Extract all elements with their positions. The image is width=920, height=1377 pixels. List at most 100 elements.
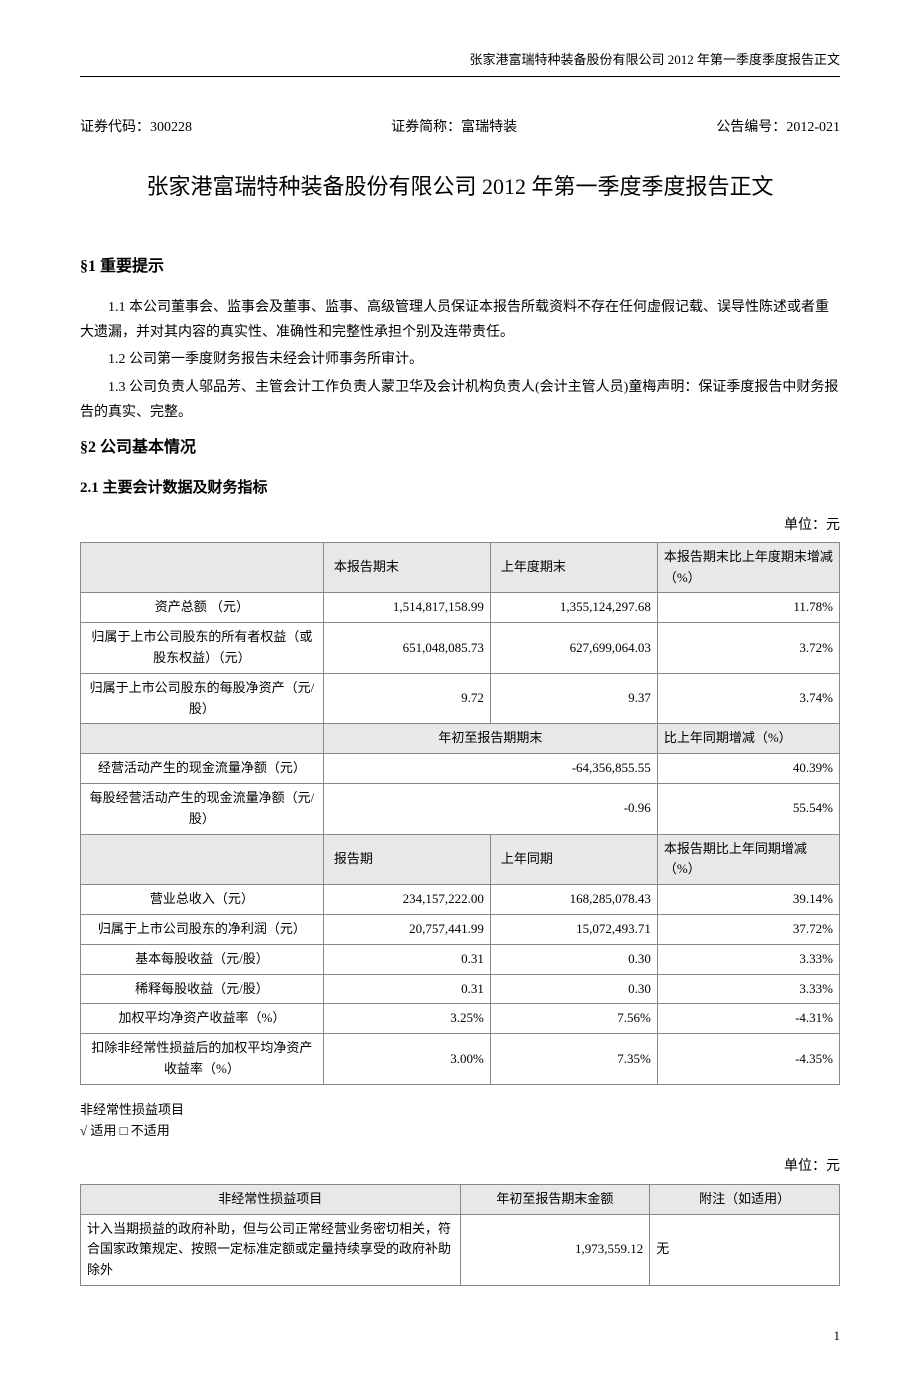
row-label: 每股经营活动产生的现金流量净额（元/股） <box>81 784 324 835</box>
cell-value: 234,157,222.00 <box>323 885 490 915</box>
table-header-row: 本报告期末 上年度期末 本报告期末比上年度期末增减（%） <box>81 542 840 593</box>
cell-value: 7.56% <box>490 1004 657 1034</box>
cell-value: 9.72 <box>323 673 490 724</box>
row-label: 稀释每股收益（元/股） <box>81 974 324 1004</box>
cell-value: 37.72% <box>657 915 839 945</box>
section-2-1-heading: 2.1 主要会计数据及财务指标 <box>80 476 840 500</box>
cell-value: 1,973,559.12 <box>460 1214 650 1285</box>
cell-value: 20,757,441.99 <box>323 915 490 945</box>
table-subheader-row: 年初至报告期期末 比上年同期增减（%） <box>81 724 840 754</box>
short-value: 富瑞特装 <box>461 120 517 135</box>
cell-value: 11.78% <box>657 593 839 623</box>
document-title: 张家港富瑞特种装备股份有限公司 2012 年第一季度季度报告正文 <box>80 169 840 204</box>
row-label: 归属于上市公司股东的每股净资产（元/股） <box>81 673 324 724</box>
table-row: 计入当期损益的政府补助，但与公司正常经营业务密切相关，符合国家政策规定、按照一定… <box>81 1214 840 1285</box>
row-label: 加权平均净资产收益率（%） <box>81 1004 324 1034</box>
cell-value: 7.35% <box>490 1034 657 1085</box>
table-row: 归属于上市公司股东的净利润（元） 20,757,441.99 15,072,49… <box>81 915 840 945</box>
cell-value: 0.31 <box>323 944 490 974</box>
row-label: 经营活动产生的现金流量净额（元） <box>81 754 324 784</box>
cell-value: 3.33% <box>657 974 839 1004</box>
th-period: 报告期 <box>323 834 490 885</box>
paragraph-1-1: 1.1 本公司董事会、监事会及董事、监事、高级管理人员保证本报告所载资料不存在任… <box>80 295 840 345</box>
cell-value: 3.00% <box>323 1034 490 1085</box>
table-row: 营业总收入（元） 234,157,222.00 168,285,078.43 3… <box>81 885 840 915</box>
cell-value: 1,514,817,158.99 <box>323 593 490 623</box>
th-prev: 上年度期末 <box>490 542 657 593</box>
row-label: 基本每股收益（元/股） <box>81 944 324 974</box>
table-subheader-row: 报告期 上年同期 本报告期比上年同期增减（%） <box>81 834 840 885</box>
cell-value: 3.33% <box>657 944 839 974</box>
table-row: 加权平均净资产收益率（%） 3.25% 7.56% -4.31% <box>81 1004 840 1034</box>
cell-value: 168,285,078.43 <box>490 885 657 915</box>
cell-value: 15,072,493.71 <box>490 915 657 945</box>
non-recurring-table: 非经常性损益项目 年初至报告期末金额 附注（如适用） 计入当期损益的政府补助，但… <box>80 1184 840 1286</box>
paragraph-1-2: 1.2 公司第一季度财务报告未经会计师事务所审计。 <box>80 347 840 372</box>
announcement-number: 公告编号：2012-021 <box>716 117 840 139</box>
table-row: 每股经营活动产生的现金流量净额（元/股） -0.96 55.54% <box>81 784 840 835</box>
row-label: 计入当期损益的政府补助，但与公司正常经营业务密切相关，符合国家政策规定、按照一定… <box>81 1214 461 1285</box>
short-label: 证券简称： <box>391 120 461 135</box>
cell-value: 9.37 <box>490 673 657 724</box>
table-row: 归属于上市公司股东的所有者权益（或股东权益）（元） 651,048,085.73… <box>81 623 840 674</box>
cell-value: 1,355,124,297.68 <box>490 593 657 623</box>
th-change: 本报告期末比上年度期末增减（%） <box>657 542 839 593</box>
cell-note: 无 <box>650 1214 840 1285</box>
cell-value: -4.31% <box>657 1004 839 1034</box>
paragraph-1-3: 1.3 公司负责人邬品芳、主管会计工作负责人蒙卫华及会计机构负责人(会计主管人员… <box>80 375 840 425</box>
th-current: 本报告期末 <box>323 542 490 593</box>
th-yoy: 比上年同期增减（%） <box>657 724 839 754</box>
cell-value: 0.30 <box>490 944 657 974</box>
table-row: 资产总额 （元） 1,514,817,158.99 1,355,124,297.… <box>81 593 840 623</box>
non-recurring-block: 非经常性损益项目 √ 适用 □ 不适用 <box>80 1100 840 1142</box>
cell-value: 55.54% <box>657 784 839 835</box>
non-recurring-applicable: √ 适用 □ 不适用 <box>80 1121 840 1142</box>
unit-label-2: 单位：元 <box>80 1156 840 1178</box>
cell-value: 627,699,064.03 <box>490 623 657 674</box>
cell-value: 39.14% <box>657 885 839 915</box>
financial-table: 本报告期末 上年度期末 本报告期末比上年度期末增减（%） 资产总额 （元） 1,… <box>80 542 840 1085</box>
th-note: 附注（如适用） <box>650 1184 840 1214</box>
table-row: 扣除非经常性损益后的加权平均净资产收益率（%） 3.00% 7.35% -4.3… <box>81 1034 840 1085</box>
th-blank <box>81 834 324 885</box>
cell-value: 3.72% <box>657 623 839 674</box>
cell-value: 0.30 <box>490 974 657 1004</box>
security-code: 证券代码：300228 <box>80 117 192 139</box>
cell-value: -0.96 <box>323 784 657 835</box>
table-row: 经营活动产生的现金流量净额（元） -64,356,855.55 40.39% <box>81 754 840 784</box>
table-row: 基本每股收益（元/股） 0.31 0.30 3.33% <box>81 944 840 974</box>
cell-value: 0.31 <box>323 974 490 1004</box>
cell-value: 651,048,085.73 <box>323 623 490 674</box>
table-row: 归属于上市公司股东的每股净资产（元/股） 9.72 9.37 3.74% <box>81 673 840 724</box>
unit-label-1: 单位：元 <box>80 515 840 537</box>
th-ytd: 年初至报告期期末 <box>323 724 657 754</box>
section-2-heading: §2 公司基本情况 <box>80 435 840 461</box>
cell-value: 3.25% <box>323 1004 490 1034</box>
section-1-heading: §1 重要提示 <box>80 254 840 280</box>
th-change-period: 本报告期比上年同期增减（%） <box>657 834 839 885</box>
page-number: 1 <box>80 1326 840 1347</box>
announce-label: 公告编号： <box>716 120 786 135</box>
row-label: 归属于上市公司股东的所有者权益（或股东权益）（元） <box>81 623 324 674</box>
meta-row: 证券代码：300228 证券简称：富瑞特装 公告编号：2012-021 <box>80 117 840 139</box>
th-amount: 年初至报告期末金额 <box>460 1184 650 1214</box>
th-blank <box>81 542 324 593</box>
table-row: 稀释每股收益（元/股） 0.31 0.30 3.33% <box>81 974 840 1004</box>
running-header: 张家港富瑞特种装备股份有限公司 2012 年第一季度季度报告正文 <box>80 50 840 77</box>
announce-value: 2012-021 <box>786 120 840 135</box>
code-label: 证券代码： <box>80 120 150 135</box>
cell-value: -4.35% <box>657 1034 839 1085</box>
cell-value: 40.39% <box>657 754 839 784</box>
row-label: 扣除非经常性损益后的加权平均净资产收益率（%） <box>81 1034 324 1085</box>
code-value: 300228 <box>150 120 192 135</box>
row-label: 资产总额 （元） <box>81 593 324 623</box>
th-item: 非经常性损益项目 <box>81 1184 461 1214</box>
cell-value: 3.74% <box>657 673 839 724</box>
table-header-row: 非经常性损益项目 年初至报告期末金额 附注（如适用） <box>81 1184 840 1214</box>
row-label: 归属于上市公司股东的净利润（元） <box>81 915 324 945</box>
non-recurring-title: 非经常性损益项目 <box>80 1100 840 1121</box>
th-blank <box>81 724 324 754</box>
cell-value: -64,356,855.55 <box>323 754 657 784</box>
security-short: 证券简称：富瑞特装 <box>391 117 517 139</box>
th-prev-period: 上年同期 <box>490 834 657 885</box>
